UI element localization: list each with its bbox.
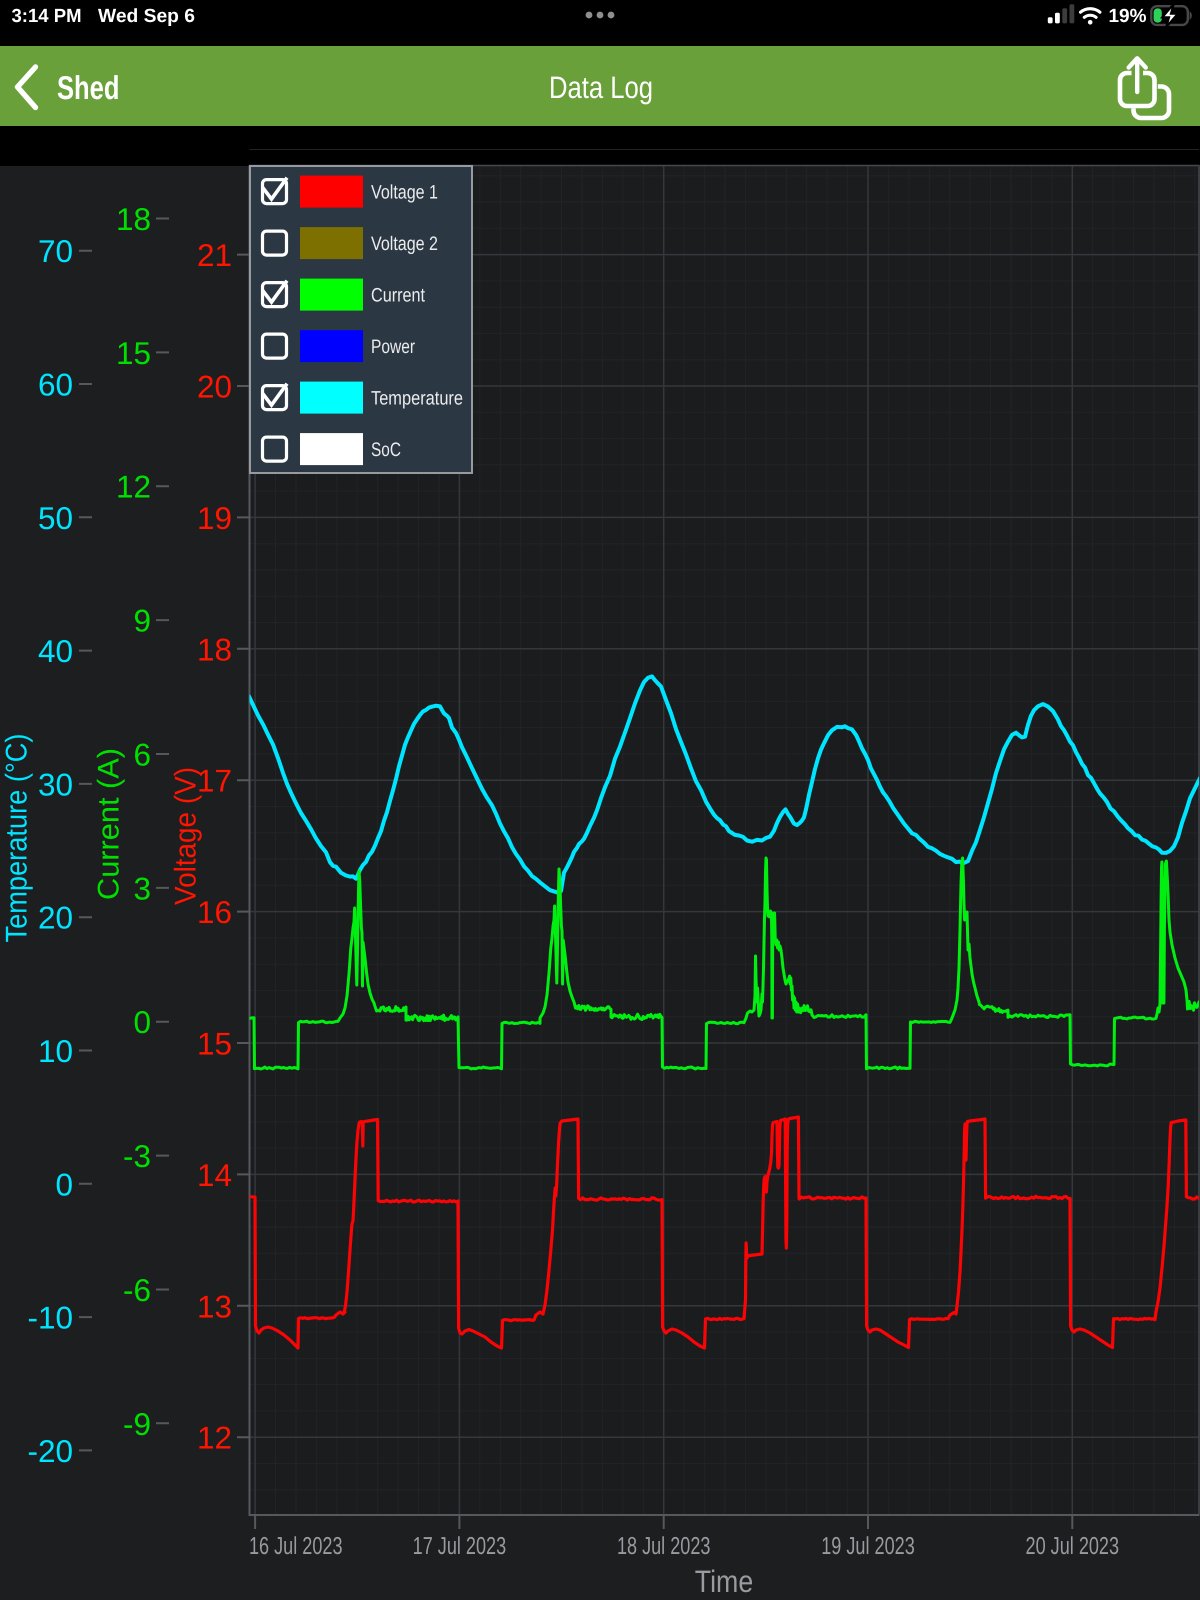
svg-text:17 Jul 2023: 17 Jul 2023 <box>413 1533 507 1560</box>
svg-text:Wed Sep 6: Wed Sep 6 <box>98 6 195 27</box>
svg-text:50: 50 <box>38 500 73 536</box>
svg-text:10: 10 <box>38 1033 73 1069</box>
svg-text:70: 70 <box>38 233 73 269</box>
svg-text:19%: 19% <box>1109 6 1147 27</box>
svg-text:60: 60 <box>38 367 73 403</box>
svg-text:12: 12 <box>116 469 151 505</box>
svg-text:SoC: SoC <box>371 439 401 461</box>
svg-text:30: 30 <box>38 766 73 802</box>
svg-text:Time: Time <box>695 1564 754 1599</box>
svg-text:15: 15 <box>116 335 151 371</box>
svg-text:16 Jul 2023: 16 Jul 2023 <box>249 1533 343 1560</box>
svg-text:0: 0 <box>55 1166 73 1202</box>
svg-text:20 Jul 2023: 20 Jul 2023 <box>1026 1533 1120 1560</box>
svg-text:6: 6 <box>133 737 151 773</box>
svg-text:0: 0 <box>133 1004 151 1040</box>
svg-text:14: 14 <box>197 1157 232 1193</box>
svg-text:Current: Current <box>371 285 425 307</box>
svg-text:-20: -20 <box>27 1433 73 1469</box>
svg-text:15: 15 <box>197 1026 232 1062</box>
svg-text:20: 20 <box>197 369 232 405</box>
svg-text:Data Log: Data Log <box>549 70 653 105</box>
svg-text:3: 3 <box>133 870 151 906</box>
svg-text:21: 21 <box>197 237 232 273</box>
svg-text:Power: Power <box>371 336 415 358</box>
svg-text:Temperature (°C): Temperature (°C) <box>1 734 34 943</box>
svg-text:17: 17 <box>197 763 232 799</box>
svg-text:19: 19 <box>197 500 232 536</box>
svg-text:-9: -9 <box>123 1406 151 1442</box>
svg-text:Voltage 2: Voltage 2 <box>371 233 438 255</box>
svg-text:13: 13 <box>197 1288 232 1324</box>
svg-text:19 Jul 2023: 19 Jul 2023 <box>821 1533 915 1560</box>
svg-text:-3: -3 <box>123 1138 151 1174</box>
svg-text:-6: -6 <box>123 1272 151 1308</box>
svg-text:40: 40 <box>38 633 73 669</box>
svg-text:12: 12 <box>197 1420 232 1456</box>
svg-text:20: 20 <box>38 900 73 936</box>
svg-text:-10: -10 <box>27 1300 73 1336</box>
svg-text:Temperature: Temperature <box>371 388 463 410</box>
svg-text:3:14 PM: 3:14 PM <box>12 6 82 27</box>
svg-text:Shed: Shed <box>57 69 120 106</box>
svg-text:9: 9 <box>133 603 151 639</box>
svg-text:18: 18 <box>116 201 151 237</box>
svg-text:18 Jul 2023: 18 Jul 2023 <box>617 1533 711 1560</box>
svg-text:16: 16 <box>197 894 232 930</box>
svg-text:Voltage 1: Voltage 1 <box>371 182 438 204</box>
svg-text:Voltage (V): Voltage (V) <box>170 767 203 905</box>
svg-text:Current (A): Current (A) <box>93 748 126 900</box>
svg-text:18: 18 <box>197 631 232 667</box>
